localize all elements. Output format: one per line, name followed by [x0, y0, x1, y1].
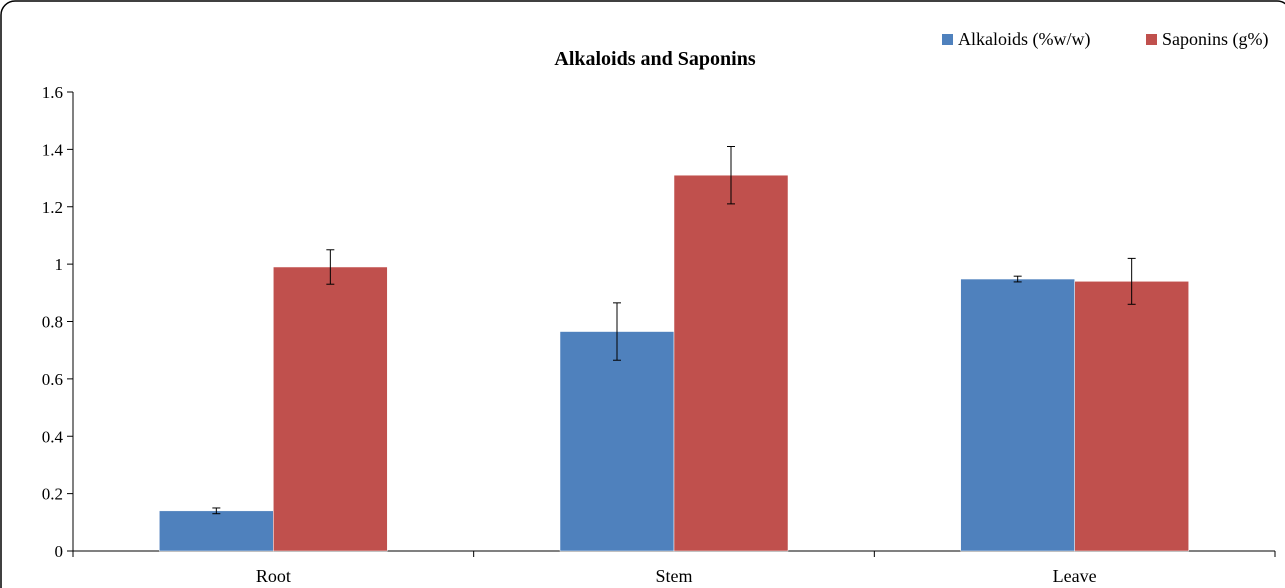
y-tick-label: 0 — [55, 542, 64, 561]
legend-swatch — [942, 34, 953, 45]
y-tick-label: 0.8 — [42, 313, 63, 332]
chart-title: Alkaloids and Saponins — [554, 48, 755, 70]
y-tick-label: 0.2 — [42, 485, 63, 504]
bar — [159, 510, 274, 552]
x-tick-label: Leave — [1053, 566, 1097, 586]
y-tick-label: 1.4 — [42, 140, 64, 159]
y-tick-label: 0.4 — [42, 427, 64, 446]
legend-label: Saponins (g%) — [1162, 29, 1269, 50]
legend-swatch — [1146, 34, 1157, 45]
bar — [559, 331, 675, 552]
y-tick-label: 0.6 — [42, 370, 63, 389]
bar — [1074, 281, 1189, 552]
bar — [673, 174, 789, 552]
y-axis: 0 0.2 0.4 0.6 0.8 1 1.2 1.4 1.6 — [42, 83, 74, 561]
y-tick-label: 1 — [55, 255, 64, 274]
legend-label: Alkaloids (%w/w) — [958, 29, 1090, 50]
error-bars — [212, 146, 1136, 515]
x-tick-label: Root — [256, 566, 291, 586]
x-tick-label: Stem — [655, 566, 692, 586]
bar — [273, 266, 388, 552]
bars — [159, 174, 1189, 552]
legend: Alkaloids (%w/w) Saponins (g%) — [942, 29, 1269, 50]
y-tick-label: 1.2 — [42, 198, 63, 217]
bar — [960, 278, 1075, 552]
y-tick-label: 1.6 — [42, 83, 63, 102]
